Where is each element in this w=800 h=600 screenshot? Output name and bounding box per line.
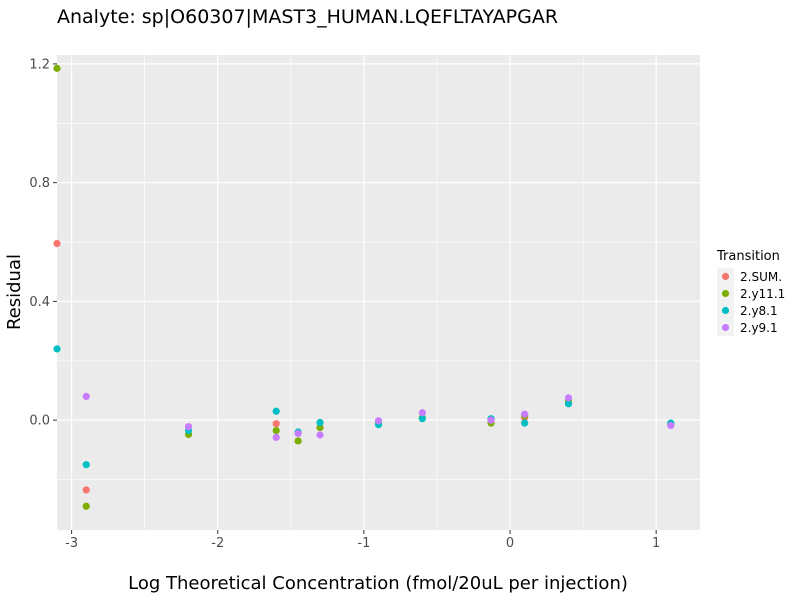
- x-axis-title: Log Theoretical Concentration (fmol/20uL…: [128, 573, 628, 594]
- data-point: [521, 419, 529, 427]
- data-point: [294, 429, 302, 438]
- x-tick-label: -1: [357, 536, 370, 551]
- legend-label: 2.y9.1: [740, 321, 778, 335]
- y-axis-title: Residual: [4, 254, 25, 330]
- data-point: [53, 239, 61, 248]
- data-point: [272, 433, 280, 441]
- data-point: [418, 415, 426, 423]
- legend-marker: [721, 289, 730, 298]
- x-tick-label: -2: [211, 536, 224, 551]
- legend-title: Transition: [716, 249, 780, 264]
- legend-marker: [721, 272, 730, 281]
- y-tick-label: 1.2: [29, 57, 50, 72]
- y-tick-label: 0.0: [29, 414, 50, 429]
- data-point: [184, 423, 193, 431]
- data-point: [82, 461, 90, 469]
- data-point: [316, 418, 324, 427]
- legend-marker: [721, 323, 730, 332]
- data-point: [418, 409, 426, 417]
- x-axis: -3 -2 -1 0 1: [65, 530, 660, 551]
- legend-items: 2.SUM. 2.y11.1 2.y8.1 2.y9.1: [717, 268, 785, 336]
- data-point: [82, 392, 90, 401]
- plot-panel: [57, 55, 700, 530]
- data-point: [316, 423, 324, 432]
- data-point: [374, 417, 383, 425]
- legend-label: 2.y8.1: [740, 304, 778, 318]
- data-point: [272, 420, 280, 428]
- data-point: [82, 502, 90, 510]
- data-point: [82, 486, 90, 494]
- data-point: [294, 437, 302, 445]
- data-point: [667, 421, 675, 430]
- x-tick-label: -3: [65, 536, 78, 551]
- data-point: [564, 394, 573, 402]
- y-tick-label: 0.4: [29, 295, 50, 310]
- data-point: [272, 426, 280, 435]
- legend-label: 2.SUM.: [740, 270, 782, 284]
- x-tick-label: 0: [506, 536, 514, 551]
- legend: Transition 2.SUM. 2.y11.1 2.y8.1 2.y9.1: [716, 249, 785, 336]
- data-point: [564, 400, 573, 408]
- x-tick-label: 1: [652, 536, 660, 551]
- chart-title: Analyte: sp|O60307|MAST3_HUMAN.LQEFLTAYA…: [57, 6, 558, 28]
- data-point: [487, 416, 495, 424]
- legend-marker: [721, 306, 730, 315]
- legend-label: 2.y11.1: [740, 287, 785, 301]
- data-point: [53, 64, 61, 72]
- data-points: [53, 64, 675, 510]
- data-point: [272, 407, 280, 415]
- data-point: [53, 345, 61, 353]
- y-axis: 0.0 0.4 0.8 1.2: [29, 57, 57, 429]
- data-point: [316, 431, 324, 439]
- data-point: [521, 410, 529, 418]
- grid-minor: [57, 55, 700, 530]
- y-tick-label: 0.8: [29, 176, 50, 191]
